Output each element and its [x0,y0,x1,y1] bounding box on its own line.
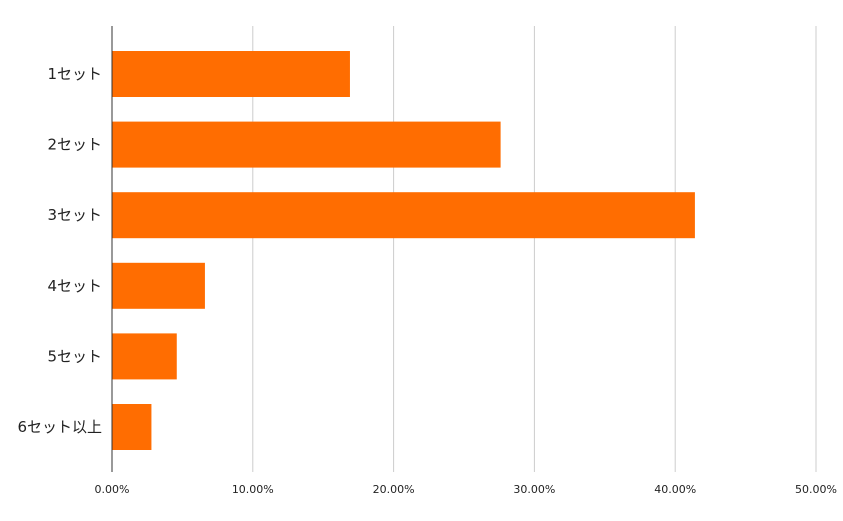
bars [112,51,695,450]
x-tick-label: 40.00% [654,483,696,496]
x-tick-label: 0.00% [95,483,130,496]
bar[interactable] [112,262,205,309]
bar[interactable] [112,121,501,168]
bar[interactable] [112,404,152,450]
x-tick-label: 50.00% [795,483,837,496]
category-label: 1セット [47,65,102,83]
bar[interactable] [112,192,695,239]
bar[interactable] [112,333,177,380]
x-tick-label: 20.00% [373,483,415,496]
category-label: 5セット [47,347,102,365]
category-label: 3セット [47,206,102,224]
gridlines [252,26,817,472]
bar[interactable] [112,51,350,97]
labels: 0.00% 10.00% 20.00% 30.00% 40.00% 50.00% 1セット 2… [17,65,837,496]
category-label: 2セット [47,136,102,154]
category-label: 6セット以上 [17,418,102,436]
category-label: 4セット [47,277,102,295]
x-tick-label: 10.00% [232,483,274,496]
x-tick-label: 30.00% [513,483,555,496]
